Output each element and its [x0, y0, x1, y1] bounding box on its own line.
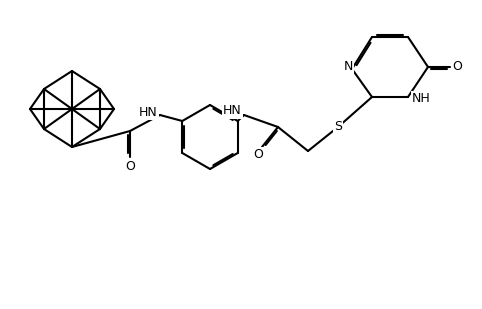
Text: NH: NH [412, 92, 431, 105]
Text: S: S [334, 121, 342, 133]
Text: HN: HN [223, 104, 242, 117]
Text: O: O [452, 61, 462, 74]
Text: O: O [253, 149, 263, 162]
Text: N: N [343, 61, 353, 74]
Text: O: O [125, 160, 135, 173]
Text: HN: HN [139, 105, 158, 118]
